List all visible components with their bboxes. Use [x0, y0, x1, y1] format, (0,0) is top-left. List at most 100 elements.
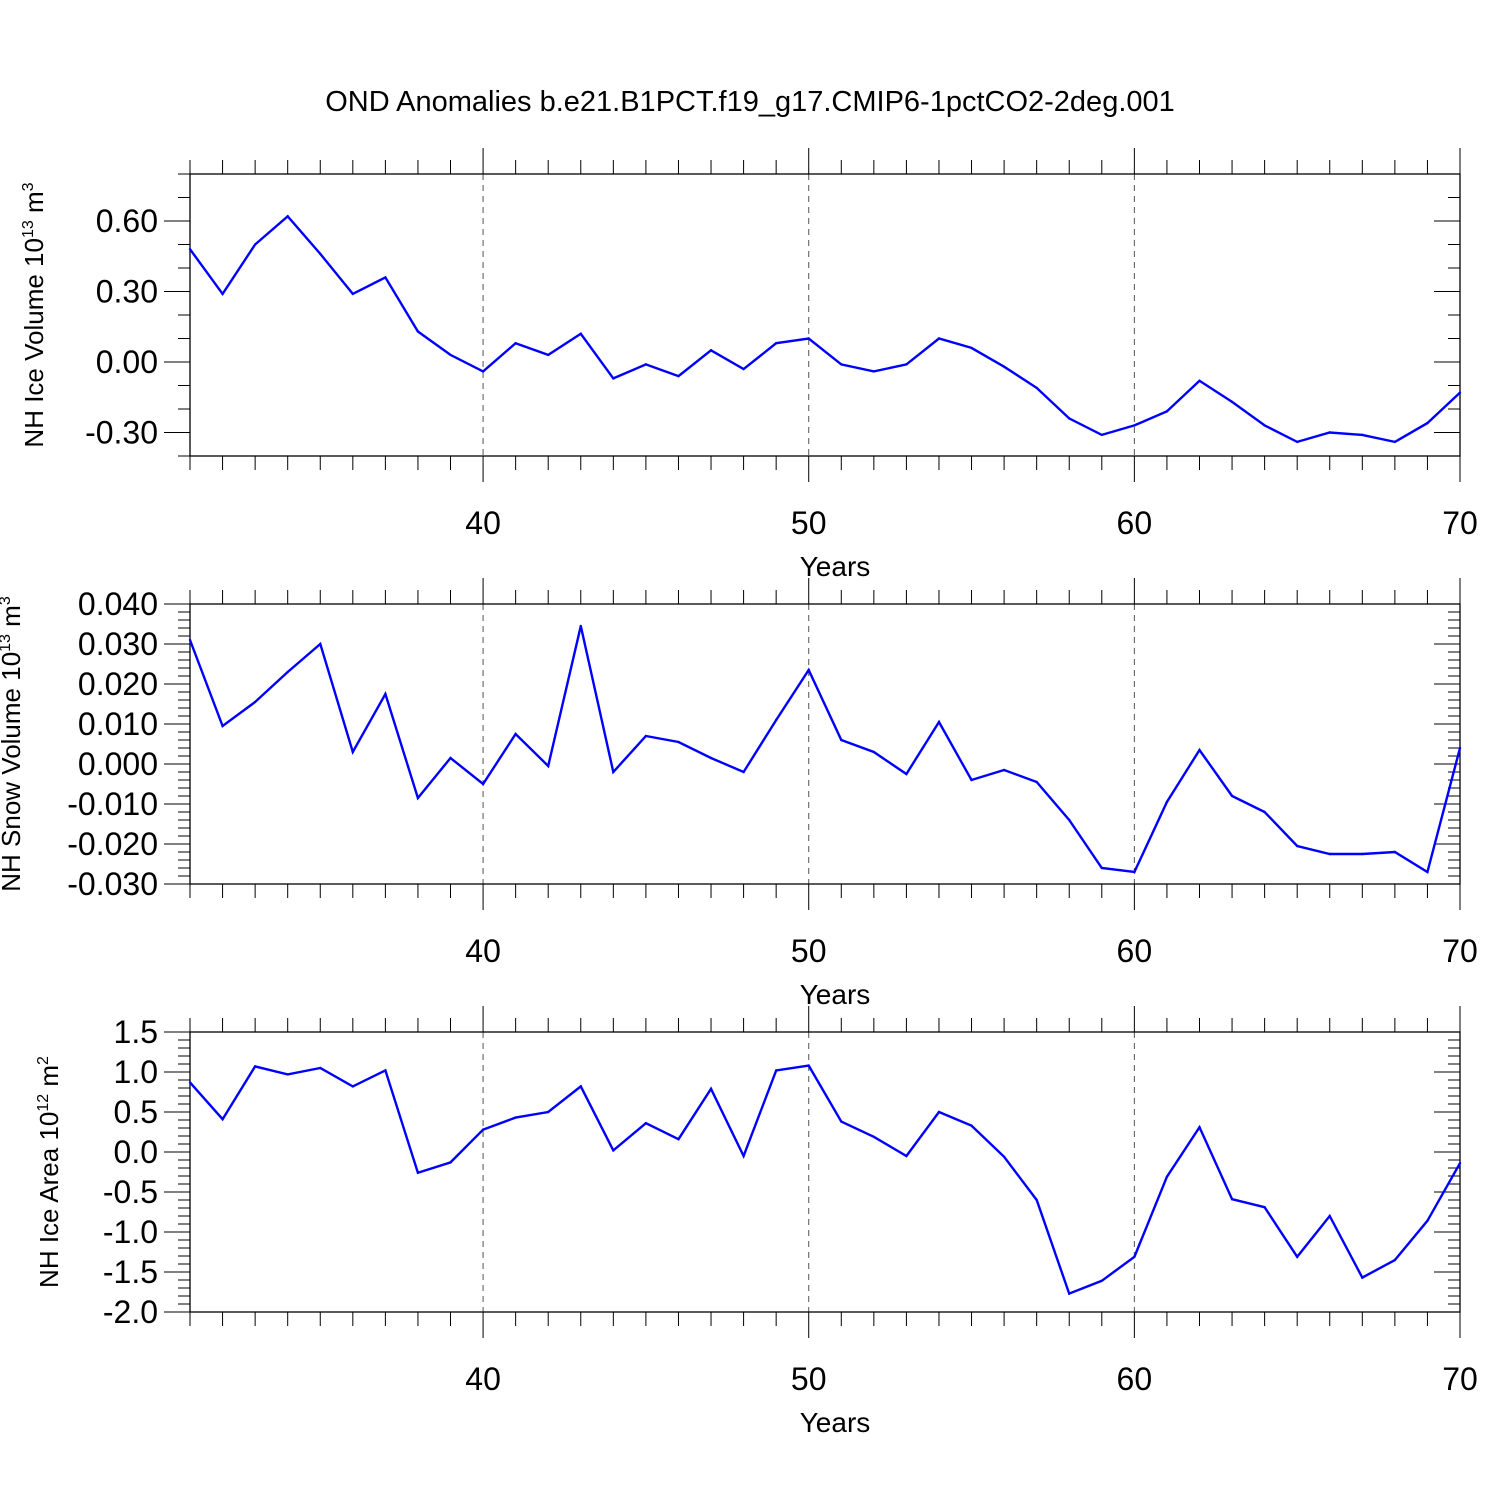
y-tick-label: 0.030	[78, 626, 158, 662]
data-point	[1002, 365, 1006, 368]
data-point	[514, 342, 517, 345]
data-point	[416, 1171, 420, 1175]
data-point	[1068, 1292, 1071, 1295]
data-point	[384, 1069, 387, 1072]
y-tick-label: 1.0	[114, 1054, 158, 1090]
data-point	[709, 349, 713, 352]
x-tick-label: 70	[1442, 505, 1478, 541]
data-point	[840, 363, 843, 366]
data-point	[1230, 1198, 1234, 1201]
data-point	[1393, 440, 1397, 444]
x-tick-label: 60	[1117, 1361, 1153, 1397]
y-tick-label: 0.040	[78, 586, 158, 622]
data-point	[1295, 844, 1299, 848]
data-point	[709, 1087, 713, 1091]
x-tick-label: 70	[1442, 933, 1478, 969]
data-point	[1263, 424, 1266, 427]
y-axis-label: NH Ice Volume 1013 m3	[19, 182, 49, 447]
data-point	[1165, 800, 1169, 804]
data-point	[1426, 870, 1429, 874]
x-axis-label: Years	[800, 551, 871, 582]
y-axis-label-unit-exponent: 2	[35, 1056, 52, 1065]
data-point	[1002, 768, 1006, 772]
data-point	[742, 1154, 745, 1158]
data-point	[547, 764, 550, 768]
data-point	[612, 1149, 615, 1152]
data-point	[1458, 746, 1462, 750]
y-axis-label-exponent: 12	[35, 1094, 52, 1112]
data-point	[937, 720, 941, 724]
y-axis-label-exponent: 13	[20, 220, 37, 238]
data-point	[970, 346, 973, 350]
y-axis-label: NH Snow Volume 1013 m3	[0, 596, 26, 892]
y-tick-label: -0.30	[85, 415, 158, 451]
y-tick-label: 1.5	[114, 1014, 158, 1050]
data-point	[449, 1161, 452, 1164]
data-point	[1393, 850, 1397, 854]
data-point	[1393, 1258, 1397, 1262]
panel-snow-volume: 40 50 60 70 Years -0.030 -0.020 -0.010 0.000 0.01…	[0, 578, 1478, 1010]
x-tick-label: 60	[1117, 933, 1153, 969]
data-point	[1263, 810, 1266, 814]
data-point	[481, 1128, 485, 1131]
data-point	[547, 353, 550, 357]
data-point	[1100, 1279, 1103, 1283]
series-line-ice-area	[189, 1064, 1462, 1296]
y-axis-label-text: NH Snow Volume 10	[0, 652, 26, 892]
y-tick-label: -1.5	[103, 1254, 158, 1290]
data-point	[221, 1118, 224, 1121]
data-point	[547, 1110, 550, 1114]
data-point	[286, 215, 289, 218]
plot-frame	[189, 1031, 1461, 1313]
data-point	[1426, 1219, 1429, 1223]
panel-ice-area: 40 50 60 70 Years -2.0 -1.5 -1.0 -0.5 0.0 0.5 1.0 1.…	[34, 1006, 1478, 1438]
y-tick-label: 0.60	[96, 203, 158, 239]
data-point	[286, 670, 289, 674]
data-point	[807, 1064, 810, 1067]
plot-frame	[189, 173, 1461, 457]
data-point	[384, 692, 387, 696]
data-point	[1328, 1214, 1331, 1218]
data-point	[644, 734, 648, 738]
data-point	[1133, 1255, 1136, 1259]
data-point	[188, 1081, 192, 1084]
data-point	[319, 1066, 322, 1070]
data-point	[579, 624, 582, 628]
data-point	[1458, 391, 1462, 394]
series-line-snow-volume	[188, 625, 1462, 874]
data-point	[1035, 780, 1038, 784]
y-tick-label: -1.0	[103, 1214, 158, 1250]
data-point	[253, 243, 257, 246]
data-point	[644, 1122, 648, 1125]
y-tick-label: 0.0	[114, 1134, 158, 1170]
y-tick-label: 0.5	[114, 1094, 158, 1130]
data-point	[872, 750, 876, 754]
data-point	[416, 796, 420, 800]
data-point	[872, 1135, 876, 1139]
y-axis-label-exponent: 13	[0, 634, 14, 652]
data-point	[1165, 1175, 1169, 1179]
y-axis-label-text: NH Ice Volume 10	[19, 238, 49, 448]
data-point	[188, 248, 192, 251]
data-point	[677, 740, 680, 744]
data-point	[937, 337, 941, 340]
data-point	[481, 782, 485, 786]
data-point	[677, 1138, 680, 1141]
x-axis-label: Years	[800, 979, 871, 1010]
data-point	[905, 363, 908, 366]
data-point	[1100, 866, 1103, 870]
data-point	[1361, 433, 1364, 437]
data-point	[1198, 379, 1201, 382]
y-axis-label-unit: m	[19, 191, 49, 220]
data-point	[1458, 1162, 1462, 1165]
x-tick-label: 50	[791, 505, 827, 541]
data-point	[1328, 431, 1331, 434]
data-point	[774, 342, 778, 345]
data-point	[579, 332, 582, 335]
data-point	[514, 732, 517, 736]
data-point	[742, 770, 745, 774]
panel-ice-volume: 40 50 60 70 Years -0.30 0.00 0.30 0.60 NH Ice Vol…	[19, 148, 1478, 582]
y-tick-label: 0.020	[78, 666, 158, 702]
data-point	[807, 668, 810, 672]
data-point	[774, 718, 778, 722]
